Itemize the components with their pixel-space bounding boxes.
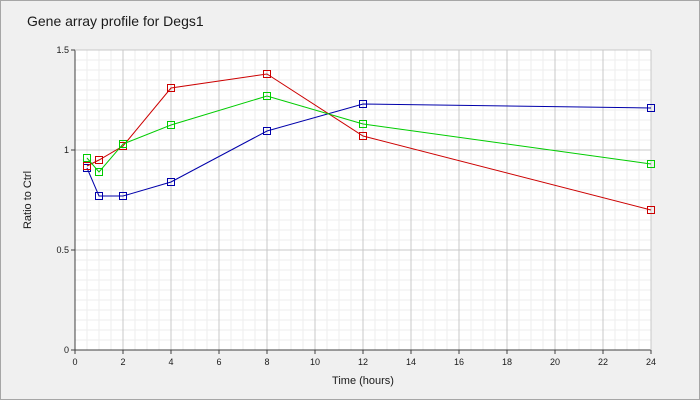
data-point-marker [359,132,367,140]
x-tick-label: 24 [646,357,656,367]
y-tick-label: 1 [64,145,69,155]
data-point-marker [167,84,175,92]
y-tick-label: 0.5 [56,245,69,255]
x-tick-label: 8 [264,357,269,367]
x-tick-label: 14 [406,357,416,367]
major-grid [75,50,651,350]
y-axis-ticks: 0 0.5 1 1.5 [56,45,75,355]
y-tick-label: 1.5 [56,45,69,55]
y-axis-label: Ratio to Ctrl [22,171,34,229]
series-line [86,103,652,197]
data-point-marker [167,121,175,129]
data-point-marker [263,92,271,100]
x-tick-label: 2 [120,357,125,367]
series-1 [83,100,655,200]
x-tick-label: 6 [216,357,221,367]
data-point-marker [95,156,103,164]
x-tick-label: 22 [598,357,608,367]
x-tick-label: 16 [454,357,464,367]
x-tick-label: 20 [550,357,560,367]
x-tick-label: 12 [358,357,368,367]
x-tick-label: 4 [168,357,173,367]
data-point-marker [647,206,655,214]
data-point-marker [83,154,91,162]
data-point-marker [119,140,127,148]
data-point-marker [119,192,127,200]
data-point-marker [95,168,103,176]
series-layer [83,70,655,214]
data-point-marker [263,70,271,78]
data-point-marker [647,160,655,168]
y-tick-label: 0 [64,345,69,355]
series-line [86,95,652,173]
data-point-marker [359,120,367,128]
data-point-marker [95,192,103,200]
data-point-marker [167,178,175,186]
data-point-marker [359,100,367,108]
x-tick-label: 0 [72,357,77,367]
data-point-marker [647,104,655,112]
x-tick-label: 18 [502,357,512,367]
data-point-marker [83,162,91,170]
series-3 [83,92,655,176]
x-tick-label: 10 [310,357,320,367]
x-axis-label: Time (hours) [332,375,394,387]
chart-title: Gene array profile for Degs1 [27,13,204,29]
x-axis-ticks: 0 2 4 6 8 10 12 14 16 18 20 22 24 [72,350,656,367]
data-point-marker [263,127,271,135]
series-line [86,73,652,211]
